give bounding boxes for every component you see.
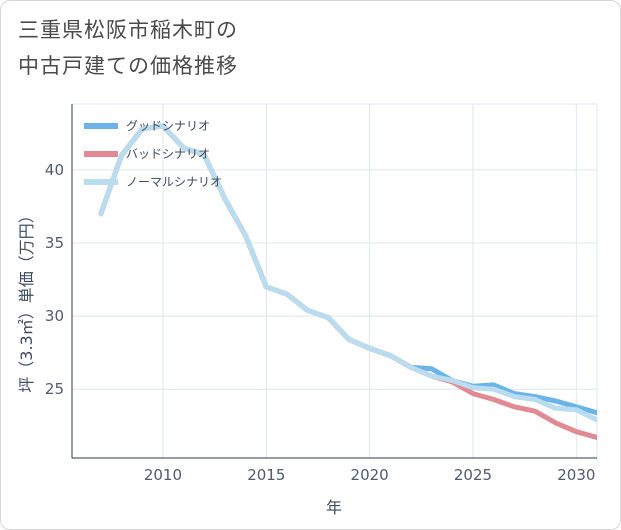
x-tick-label: 2010 [144, 466, 182, 484]
y-tick-label: 30 [45, 307, 64, 325]
legend-label-1: グッドシナリオ [126, 119, 210, 133]
title-line-2: 中古戸建ての価格推移 [18, 54, 238, 78]
series-group [98, 123, 597, 440]
y-tick-label: 25 [45, 380, 64, 398]
axes [71, 104, 597, 459]
title-line-1: 三重県松阪市稲木町の [18, 18, 238, 42]
x-tick-label: 2020 [351, 466, 389, 484]
legend-label-2: バッドシナリオ [126, 147, 210, 161]
series-line-3 [98, 123, 597, 423]
x-tick-label: 2030 [557, 466, 595, 484]
y-tick-label: 35 [45, 234, 64, 252]
chart-title: 三重県松阪市稲木町の 中古戸建ての価格推移 [18, 12, 238, 84]
grid [71, 103, 598, 459]
legend-label-3: ノーマルシナリオ [126, 175, 222, 189]
x-axis-title: 年 [326, 498, 342, 517]
y-tick-label: 40 [45, 161, 64, 179]
y-axis-title: 坪（3.3㎡）単価（万円） [17, 207, 36, 392]
plot-area [71, 103, 598, 459]
x-tick-label: 2015 [247, 466, 285, 484]
x-tick-label: 2025 [454, 466, 492, 484]
tick-labels: 2010 2015 2020 2025 2030 25 30 35 40 [45, 161, 596, 484]
